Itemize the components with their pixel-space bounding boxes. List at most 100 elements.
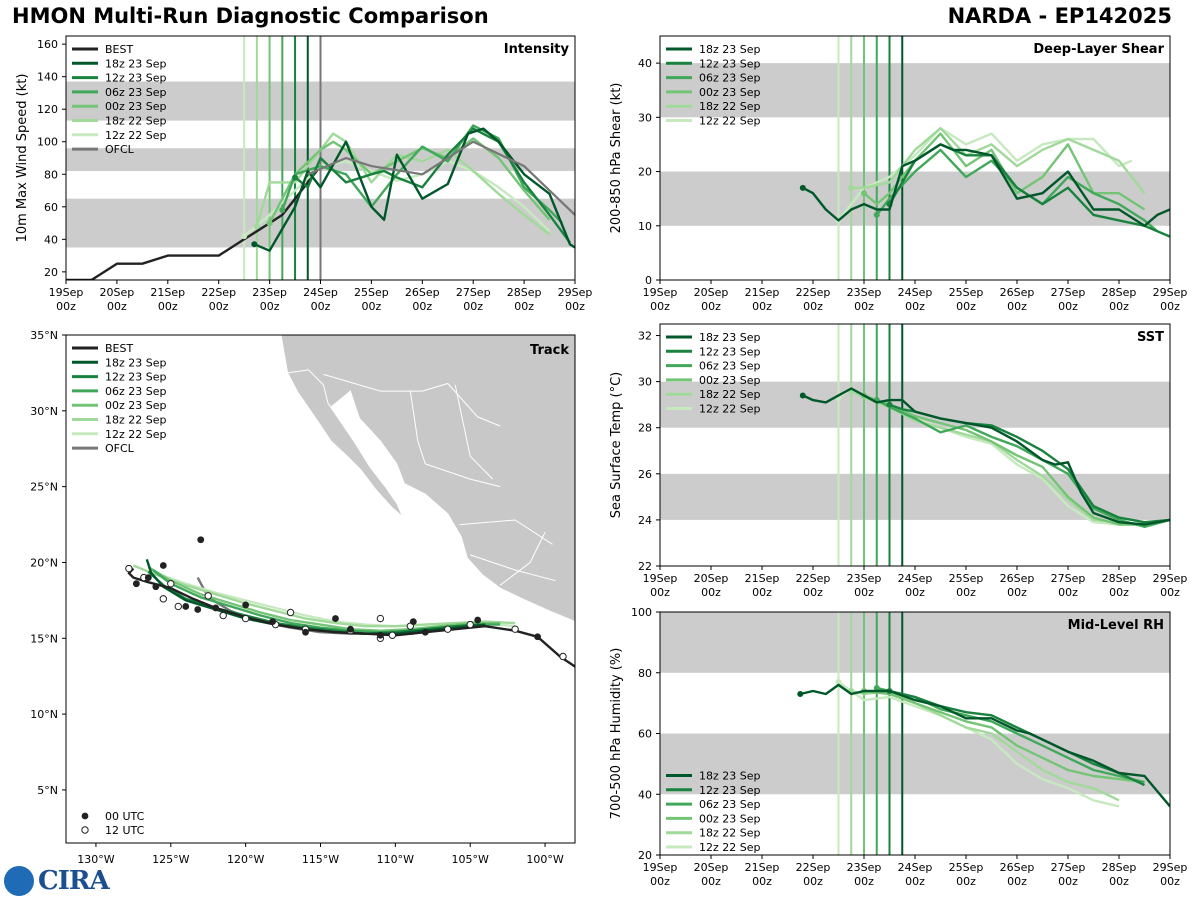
x-tick-sublabel: 00z [854, 875, 874, 888]
y-tick-label: 24 [638, 514, 652, 527]
state-border [323, 373, 501, 427]
legend-label: 12z 23 Sep [105, 371, 167, 384]
legend-label: 12z 23 Sep [699, 784, 761, 797]
x-tick-label: 29Sep [1153, 572, 1188, 585]
track-line [127, 567, 575, 669]
series-line [802, 387, 1170, 526]
cira-logo-text: CIRA [38, 866, 110, 896]
y-tick-label: 30 [638, 376, 652, 389]
x-tick-label: 24Sep [898, 286, 933, 299]
x-tick-label: 21Sep [745, 861, 780, 874]
state-border [425, 463, 501, 488]
x-tick-sublabel: 00z [1160, 300, 1180, 313]
x-tick-label: 23Sep [847, 286, 882, 299]
x-tick-label: 29Sep [1153, 286, 1188, 299]
legend-label: 06z 23 Sep [699, 798, 761, 811]
chart-track: 130°W 125°W 120°W 115°W 110°W 105°W 100°W 5°N 10… [30, 329, 576, 866]
x-tick-label: 27Sep [1051, 572, 1086, 585]
x-tick-sublabel: 00z [260, 300, 280, 313]
x-tick-sublabel: 00z [362, 300, 382, 313]
track-point-00utc [474, 616, 482, 624]
legend-label: 12z 22 Sep [699, 115, 761, 128]
track-line [132, 564, 516, 628]
legend-label: 12z 23 Sep [699, 345, 761, 358]
marker-12utc [81, 826, 89, 834]
init-point [241, 233, 248, 240]
x-tick-label: 27Sep [1051, 286, 1086, 299]
track-point-00utc [159, 562, 167, 569]
shaded-band [660, 63, 1170, 118]
chart-intensity: 19Sep00z20Sep00z21Sep00z22Sep00z23Sep00z… [15, 35, 592, 313]
x-tick-sublabel: 00z [412, 300, 432, 313]
x-tick-sublabel: 00z [905, 875, 925, 888]
series-line [876, 399, 1170, 528]
y-tick-label: 20 [638, 849, 652, 862]
x-tick-sublabel: 00z [1160, 875, 1180, 888]
track-point-00utc [376, 631, 384, 639]
legend-label: 12z 22 Sep [105, 129, 167, 142]
y-tick-label: 32 [638, 330, 652, 343]
shaded-band [660, 612, 1170, 673]
init-point [251, 241, 258, 248]
y-axis-label: 700-500 hPa Humidity (%) [609, 648, 624, 820]
x-tick-label: 22Sep [201, 286, 236, 299]
series-line [255, 132, 551, 236]
legend-label: 00z 23 Sep [699, 374, 761, 387]
x-tick-sublabel: 00z [803, 586, 823, 599]
x-tick-label: 29Sep [1153, 861, 1188, 874]
y-tick-label: 20 [638, 166, 652, 179]
x-tick-label: 26Sep [1000, 861, 1035, 874]
panel-title: Mid-Level RH [1068, 618, 1164, 633]
x-tick-sublabel: 00z [905, 586, 925, 599]
lon-tick-label: 110°W [377, 853, 414, 866]
marker-legend-label: 00 UTC [105, 810, 145, 823]
lat-tick-label: 20°N [30, 556, 58, 569]
marker-legend-label: 12 UTC [105, 824, 145, 837]
track-point-12utc [125, 564, 133, 573]
x-tick-label: 26Sep [405, 286, 440, 299]
y-tick-label: 22 [638, 560, 652, 573]
init-point [253, 223, 260, 230]
legend-label: 12z 22 Sep [105, 428, 167, 441]
noaa-logo-icon [4, 866, 34, 896]
x-tick-sublabel: 00z [1160, 586, 1180, 599]
y-tick-label: 40 [44, 233, 58, 246]
track-point-12utc [511, 625, 519, 633]
legend-label: 18z 22 Sep [105, 115, 167, 128]
x-tick-label: 28Sep [1102, 861, 1137, 874]
x-tick-label: 27Sep [1051, 861, 1086, 874]
x-tick-label: 28Sep [507, 286, 542, 299]
x-tick-sublabel: 00z [905, 300, 925, 313]
x-tick-label: 21Sep [150, 286, 185, 299]
x-tick-label: 22Sep [796, 286, 831, 299]
legend-label: 00z 23 Sep [699, 812, 761, 825]
x-tick-sublabel: 00z [1007, 300, 1027, 313]
track-point-12utc [286, 608, 295, 617]
x-tick-sublabel: 00z [1007, 586, 1027, 599]
x-tick-label: 26Sep [1000, 572, 1035, 585]
x-tick-label: 25Sep [949, 286, 984, 299]
init-point [279, 207, 286, 214]
x-tick-sublabel: 00z [803, 300, 823, 313]
y-axis-label: Sea Surface Temp (°C) [609, 372, 624, 519]
x-tick-sublabel: 00z [752, 300, 772, 313]
init-point [292, 174, 299, 181]
lat-tick-label: 10°N [30, 708, 58, 721]
track-point-12utc [204, 592, 212, 600]
init-point [797, 691, 804, 698]
track-line [147, 565, 501, 632]
x-tick-sublabel: 00z [463, 300, 483, 313]
x-tick-label: 25Sep [354, 286, 389, 299]
x-tick-label: 26Sep [1000, 286, 1035, 299]
legend-label: 00z 23 Sep [105, 399, 167, 412]
x-tick-label: 25Sep [949, 861, 984, 874]
x-tick-sublabel: 00z [701, 875, 721, 888]
init-point [861, 190, 867, 197]
track-point-12utc [174, 602, 182, 611]
x-tick-label: 20Sep [694, 572, 729, 585]
x-tick-label: 24Sep [898, 572, 933, 585]
x-tick-label: 27Sep [456, 286, 491, 299]
series-line [863, 689, 1145, 784]
x-tick-label: 19Sep [643, 861, 678, 874]
legend-label: 12z 22 Sep [699, 403, 761, 416]
